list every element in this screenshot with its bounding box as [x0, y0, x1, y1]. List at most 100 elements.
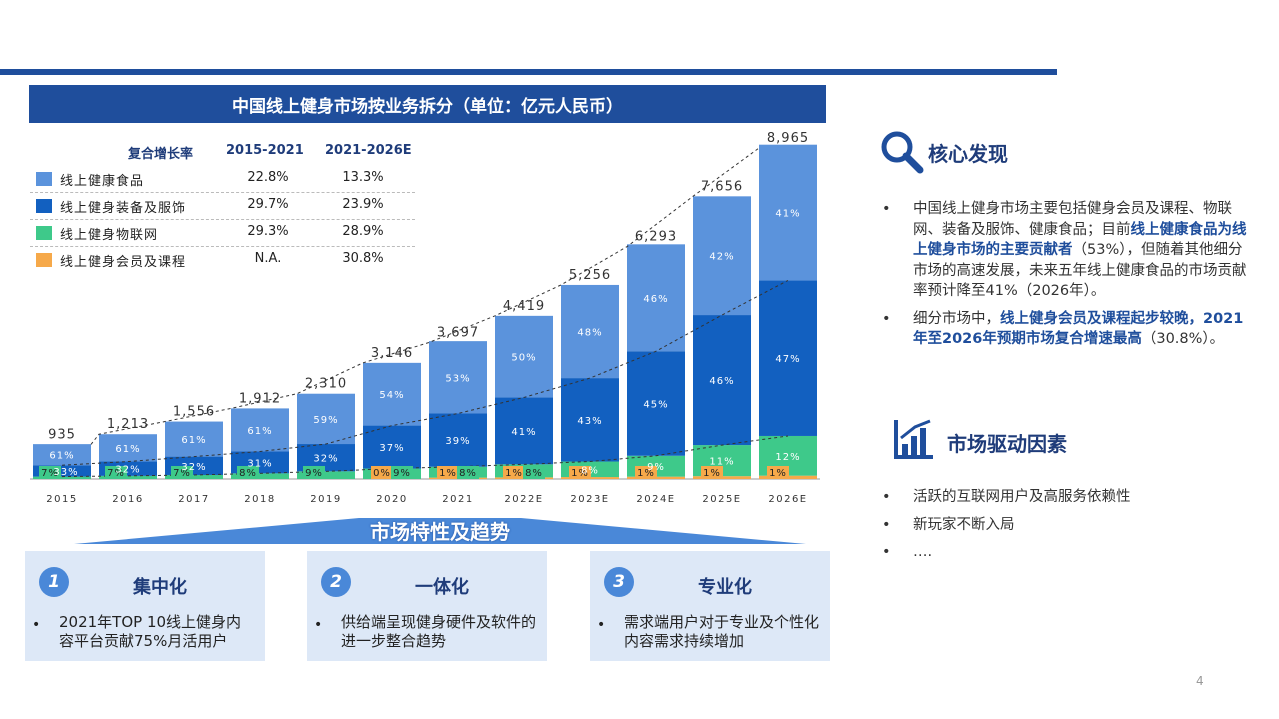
legend-swatch	[36, 199, 52, 213]
card-text: 2021年TOP 10线上健身内容平台贡献75%月活用户	[59, 613, 242, 650]
x-tick-label: 2025E	[702, 494, 741, 505]
pct-data-label: 8%	[581, 465, 599, 476]
bar-segment	[231, 473, 289, 479]
pct-label-box	[767, 466, 789, 479]
pct-data-label: 61%	[247, 426, 272, 437]
total-value-label: 4,419	[503, 299, 545, 314]
x-tick-label: 2021	[442, 494, 473, 505]
cagr-header-label: 复合增长率	[128, 147, 194, 162]
cagr-header-col1: 2015-2021	[226, 143, 304, 158]
bar-segment	[33, 476, 91, 479]
card-number-badge: 1	[39, 567, 69, 597]
bar-segment	[297, 471, 355, 479]
pct-data-label: 32%	[181, 462, 206, 473]
card-text: 供给端呈现健身硬件及软件的进一步整合趋势	[341, 613, 537, 650]
x-tick-label: 2026E	[768, 494, 807, 505]
pct-data-label: 46%	[709, 376, 734, 387]
pct-data-label: 46%	[643, 294, 668, 305]
pct-label-box	[569, 466, 591, 479]
card-title: 一体化	[415, 577, 469, 598]
findings-list: • 中国线上健身市场主要包括健身会员及课程、物联网、装备及服饰、健康食品；目前线…	[880, 199, 1250, 357]
pct-data-label: 45%	[643, 399, 668, 410]
pct-data-label: 7%	[173, 468, 191, 479]
pct-data-label: 32%	[115, 465, 140, 476]
bullet-icon: •	[882, 310, 891, 327]
pct-data-label: 61%	[49, 451, 74, 462]
pct-data-label: 59%	[313, 415, 338, 426]
x-tick-label: 2018	[244, 494, 275, 505]
bar-segment	[231, 408, 289, 452]
bullet-icon: •	[882, 201, 891, 217]
pct-data-label: 12%	[775, 452, 800, 463]
finding-text: （53%），但随着其他细分市场的高速发展，未来五年线上健康食品的市场贡献率预计降…	[913, 242, 1247, 299]
trend-card-integration: 2 一体化 • 供给端呈现健身硬件及软件的进一步整合趋势	[307, 551, 547, 661]
pct-data-label: 1%	[703, 468, 721, 479]
pct-data-label: 0%	[373, 468, 391, 479]
total-value-label: 3,697	[437, 326, 479, 341]
trend-card-specialization: 3 专业化 • 需求端用户对于专业及个性化内容需求持续增加	[590, 551, 830, 661]
magnifier-icon	[881, 131, 924, 174]
pct-data-label: 1%	[505, 468, 523, 479]
pct-label-box	[503, 466, 525, 479]
bullet-icon: •	[882, 544, 891, 560]
cagr-value-2021-2026: 30.8%	[342, 251, 384, 266]
pct-data-label: 1%	[769, 468, 787, 479]
cagr-value-2015-2021: 29.7%	[247, 197, 289, 212]
legend-swatch	[36, 172, 52, 186]
pct-data-label: 9%	[647, 462, 665, 473]
trends-title: 市场特性及趋势	[370, 520, 510, 544]
cagr-row: 线上健身装备及服饰 29.7% 23.9%	[30, 193, 415, 220]
driver-text: 新玩家不断入局	[913, 516, 1015, 533]
drivers-title: 市场驱动因素	[947, 432, 1067, 456]
pct-data-label: 1%	[637, 468, 655, 479]
pct-data-label: 8%	[459, 468, 477, 479]
bar-segment	[693, 196, 751, 316]
pct-data-label: 54%	[379, 390, 404, 401]
legend-swatch	[36, 226, 52, 240]
x-tick-label: 2015	[46, 494, 77, 505]
pct-data-label: 31%	[247, 458, 272, 469]
pct-data-label: 1%	[439, 468, 457, 479]
driver-text: ….	[913, 544, 933, 560]
pct-data-label: 9%	[305, 468, 323, 479]
pct-data-label: 7%	[107, 468, 125, 479]
pct-data-label: 61%	[181, 435, 206, 446]
bar-segment	[363, 425, 421, 469]
cagr-row: 线上健身物联网 29.3% 28.9%	[30, 220, 415, 247]
finding-highlight: 线上健身会员及课程起步较晚，2021年至2026年预期市场复合增速最高	[913, 310, 1244, 348]
pct-data-label: 53%	[445, 373, 470, 384]
total-value-label: 2,310	[305, 377, 347, 392]
trends-banner	[74, 518, 806, 544]
total-value-label: 7,656	[701, 179, 743, 194]
finding-text: 细分市场中，	[913, 310, 1000, 327]
bar-segment	[561, 284, 619, 379]
total-value-label: 8,965	[767, 131, 809, 146]
bar-segment	[627, 244, 685, 352]
cagr-value-2015-2021: N.A.	[254, 251, 282, 266]
bar-segment	[759, 280, 817, 436]
page-number: 4	[1196, 674, 1204, 688]
driver-item: • 新玩家不断入局	[880, 515, 1250, 536]
cagr-value-2021-2026: 28.9%	[342, 224, 384, 239]
total-value-label: 1,556	[173, 405, 215, 420]
pct-data-label: 1%	[571, 468, 589, 479]
pct-data-label: 47%	[775, 354, 800, 365]
bar-segment	[561, 378, 619, 462]
x-tick-label: 2017	[178, 494, 209, 505]
x-tick-label: 2023E	[570, 494, 609, 505]
card-title: 集中化	[133, 577, 187, 598]
pct-label-box	[701, 466, 723, 479]
total-value-label: 5,256	[569, 268, 611, 283]
bar-segment	[33, 465, 91, 477]
total-value-label: 1,213	[107, 417, 149, 432]
x-tick-label: 2022E	[504, 494, 543, 505]
pct-data-label: 8%	[525, 468, 543, 479]
legend-label: 线上健身会员及课程	[60, 255, 187, 270]
pct-data-label: 7%	[41, 468, 59, 479]
pct-data-label: 39%	[445, 436, 470, 447]
x-tick-label: 2024E	[636, 494, 675, 505]
bar-segment	[495, 315, 553, 398]
pct-label-box	[237, 466, 259, 479]
chart-title: 中国线上健身市场按业务拆分（单位：亿元人民币）	[29, 85, 826, 123]
cagr-value-2021-2026: 13.3%	[342, 170, 384, 185]
